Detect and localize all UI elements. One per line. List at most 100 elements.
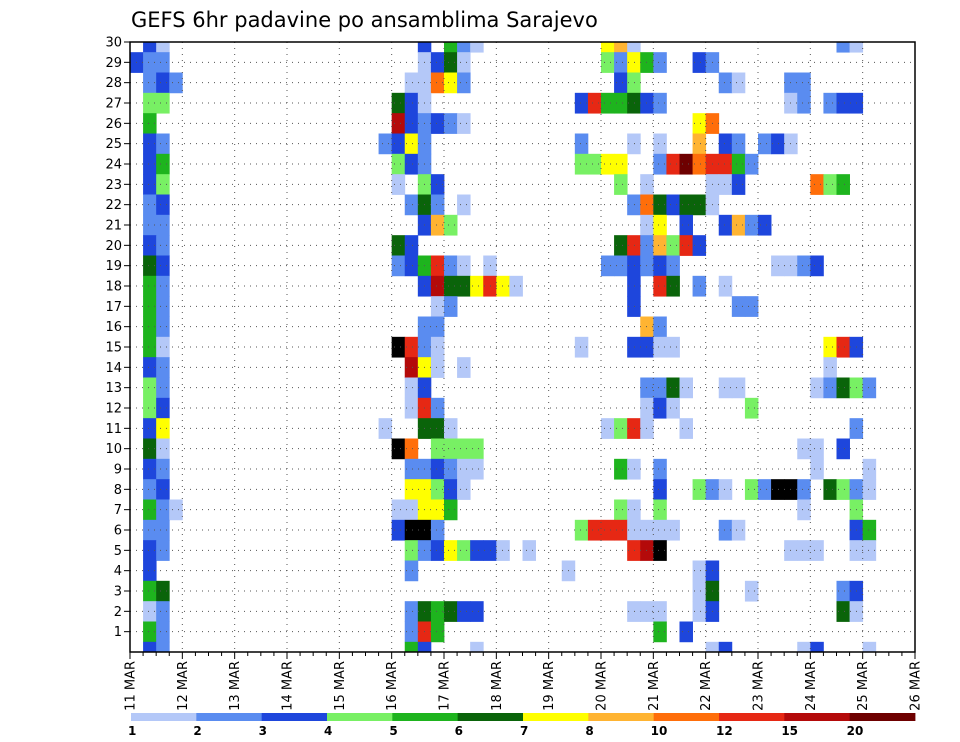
heatmap-cell — [627, 275, 641, 297]
heatmap-cell — [496, 275, 510, 297]
heatmap-cell — [391, 336, 406, 358]
heatmap-cell — [143, 275, 157, 297]
heatmap-cell — [679, 418, 693, 439]
heatmap-cell — [430, 479, 445, 500]
heatmap-cell — [718, 153, 733, 175]
heatmap-cell — [378, 133, 393, 155]
heatmap-cell — [862, 479, 877, 500]
heatmap-cell — [692, 580, 707, 602]
heatmap-cell — [470, 641, 484, 653]
heatmap-cell — [587, 519, 602, 541]
x-tick-label: 26 MAR — [909, 661, 924, 711]
heatmap-cell — [692, 113, 707, 134]
heatmap-cell — [143, 580, 157, 602]
colorbar-segment — [457, 713, 524, 721]
heatmap-cell — [823, 377, 837, 399]
heatmap-cell — [692, 479, 707, 500]
y-tick-label: 24 — [105, 158, 122, 173]
heatmap-cell — [823, 479, 837, 500]
heatmap-cell — [470, 438, 484, 460]
heatmap-cell — [718, 174, 733, 195]
heatmap-cell — [627, 255, 641, 277]
colorbar-segment — [261, 713, 328, 721]
heatmap-cell — [156, 275, 170, 297]
heatmap-cell — [169, 72, 183, 94]
colorbar-segment — [784, 713, 851, 721]
heatmap-cell — [627, 540, 641, 561]
heatmap-cell — [731, 296, 746, 317]
heatmap-cell — [457, 194, 471, 216]
heatmap-cell — [143, 438, 157, 460]
heatmap-cell — [430, 540, 445, 561]
heatmap-cell — [836, 92, 850, 114]
heatmap-cell — [404, 540, 419, 561]
y-tick-label: 20 — [105, 239, 122, 254]
heatmap-cell — [797, 641, 811, 653]
heatmap-cell — [444, 438, 458, 460]
heatmap-cell — [849, 42, 864, 53]
y-axis-ticks: 1234567891011121314151617181920212223242… — [105, 36, 130, 640]
heatmap-cell — [666, 377, 680, 399]
heatmap-cell — [143, 336, 157, 358]
heatmap-cell — [404, 92, 419, 114]
heatmap-cell — [653, 397, 667, 419]
heatmap-cell — [391, 519, 406, 541]
y-tick-label: 12 — [105, 402, 122, 417]
heatmap-cell — [470, 601, 484, 622]
heatmap-cell — [666, 519, 680, 541]
heatmap-cell — [143, 519, 157, 541]
heatmap-cell — [470, 42, 484, 53]
heatmap-cell — [627, 194, 641, 216]
heatmap-cell — [156, 621, 170, 643]
heatmap-cell — [810, 377, 824, 399]
heatmap-cell — [823, 336, 837, 358]
heatmap-cell — [731, 174, 746, 195]
heatmap-cell — [404, 357, 419, 378]
heatmap-cell — [169, 499, 183, 521]
heatmap-cell — [470, 458, 484, 480]
y-tick-label: 13 — [105, 381, 122, 396]
heatmap-cell — [731, 72, 746, 94]
heatmap-cell — [614, 92, 628, 114]
heatmap-cell — [391, 174, 406, 195]
heatmap-cell — [430, 194, 445, 216]
heatmap-cell — [430, 621, 445, 643]
heatmap-cell — [653, 499, 667, 521]
heatmap-cell — [718, 275, 733, 297]
heatmap-cell — [627, 458, 641, 480]
x-tick-label: 15 MAR — [333, 661, 348, 711]
heatmap-cell — [143, 418, 157, 439]
colorbar: 1 2 3 4 5 6 7 8 10 12 15 20 — [128, 713, 916, 738]
heatmap-cell — [444, 214, 458, 236]
heatmap-cell — [483, 540, 497, 561]
heatmap-cell — [627, 296, 641, 317]
heatmap-cell — [404, 194, 419, 216]
heatmap-cell — [601, 52, 615, 73]
heatmap-cell — [522, 540, 536, 561]
colorbar-label: 1 — [128, 724, 136, 738]
heatmap-cell — [156, 641, 170, 653]
heatmap-cell — [156, 296, 170, 317]
heatmap-cell — [430, 52, 445, 73]
y-tick-label: 23 — [105, 178, 122, 193]
heatmap-cell — [862, 458, 877, 480]
heatmap-cell — [653, 519, 667, 541]
heatmap-cell — [601, 418, 615, 439]
heatmap-cell — [404, 499, 419, 521]
heatmap-cell — [627, 418, 641, 439]
heatmap-cell — [810, 540, 824, 561]
x-tick-label: 25 MAR — [856, 661, 871, 711]
heatmap-cell — [430, 418, 445, 439]
heatmap-cell — [614, 418, 628, 439]
heatmap-cell — [771, 133, 785, 155]
heatmap-cell — [692, 52, 707, 73]
heatmap-cell — [391, 438, 406, 460]
y-tick-label: 9 — [114, 463, 122, 478]
heatmap-cell — [156, 397, 170, 419]
heatmap-cell — [430, 458, 445, 480]
heatmap-cell — [810, 174, 824, 195]
heatmap-cell — [457, 255, 471, 277]
heatmap-cell — [653, 458, 667, 480]
heatmap-cell — [404, 479, 419, 500]
x-tick-label: 17 MAR — [438, 661, 453, 711]
